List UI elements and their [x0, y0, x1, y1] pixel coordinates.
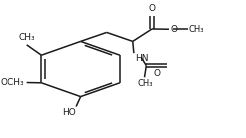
- Text: O: O: [171, 25, 178, 34]
- Text: OCH₃: OCH₃: [1, 78, 24, 87]
- Text: CH₃: CH₃: [189, 25, 204, 34]
- Text: CH₃: CH₃: [18, 33, 35, 42]
- Text: O: O: [149, 4, 155, 13]
- Text: HO: HO: [62, 108, 76, 117]
- Text: O: O: [153, 69, 160, 78]
- Text: CH₃: CH₃: [137, 79, 153, 88]
- Text: HN: HN: [135, 54, 149, 63]
